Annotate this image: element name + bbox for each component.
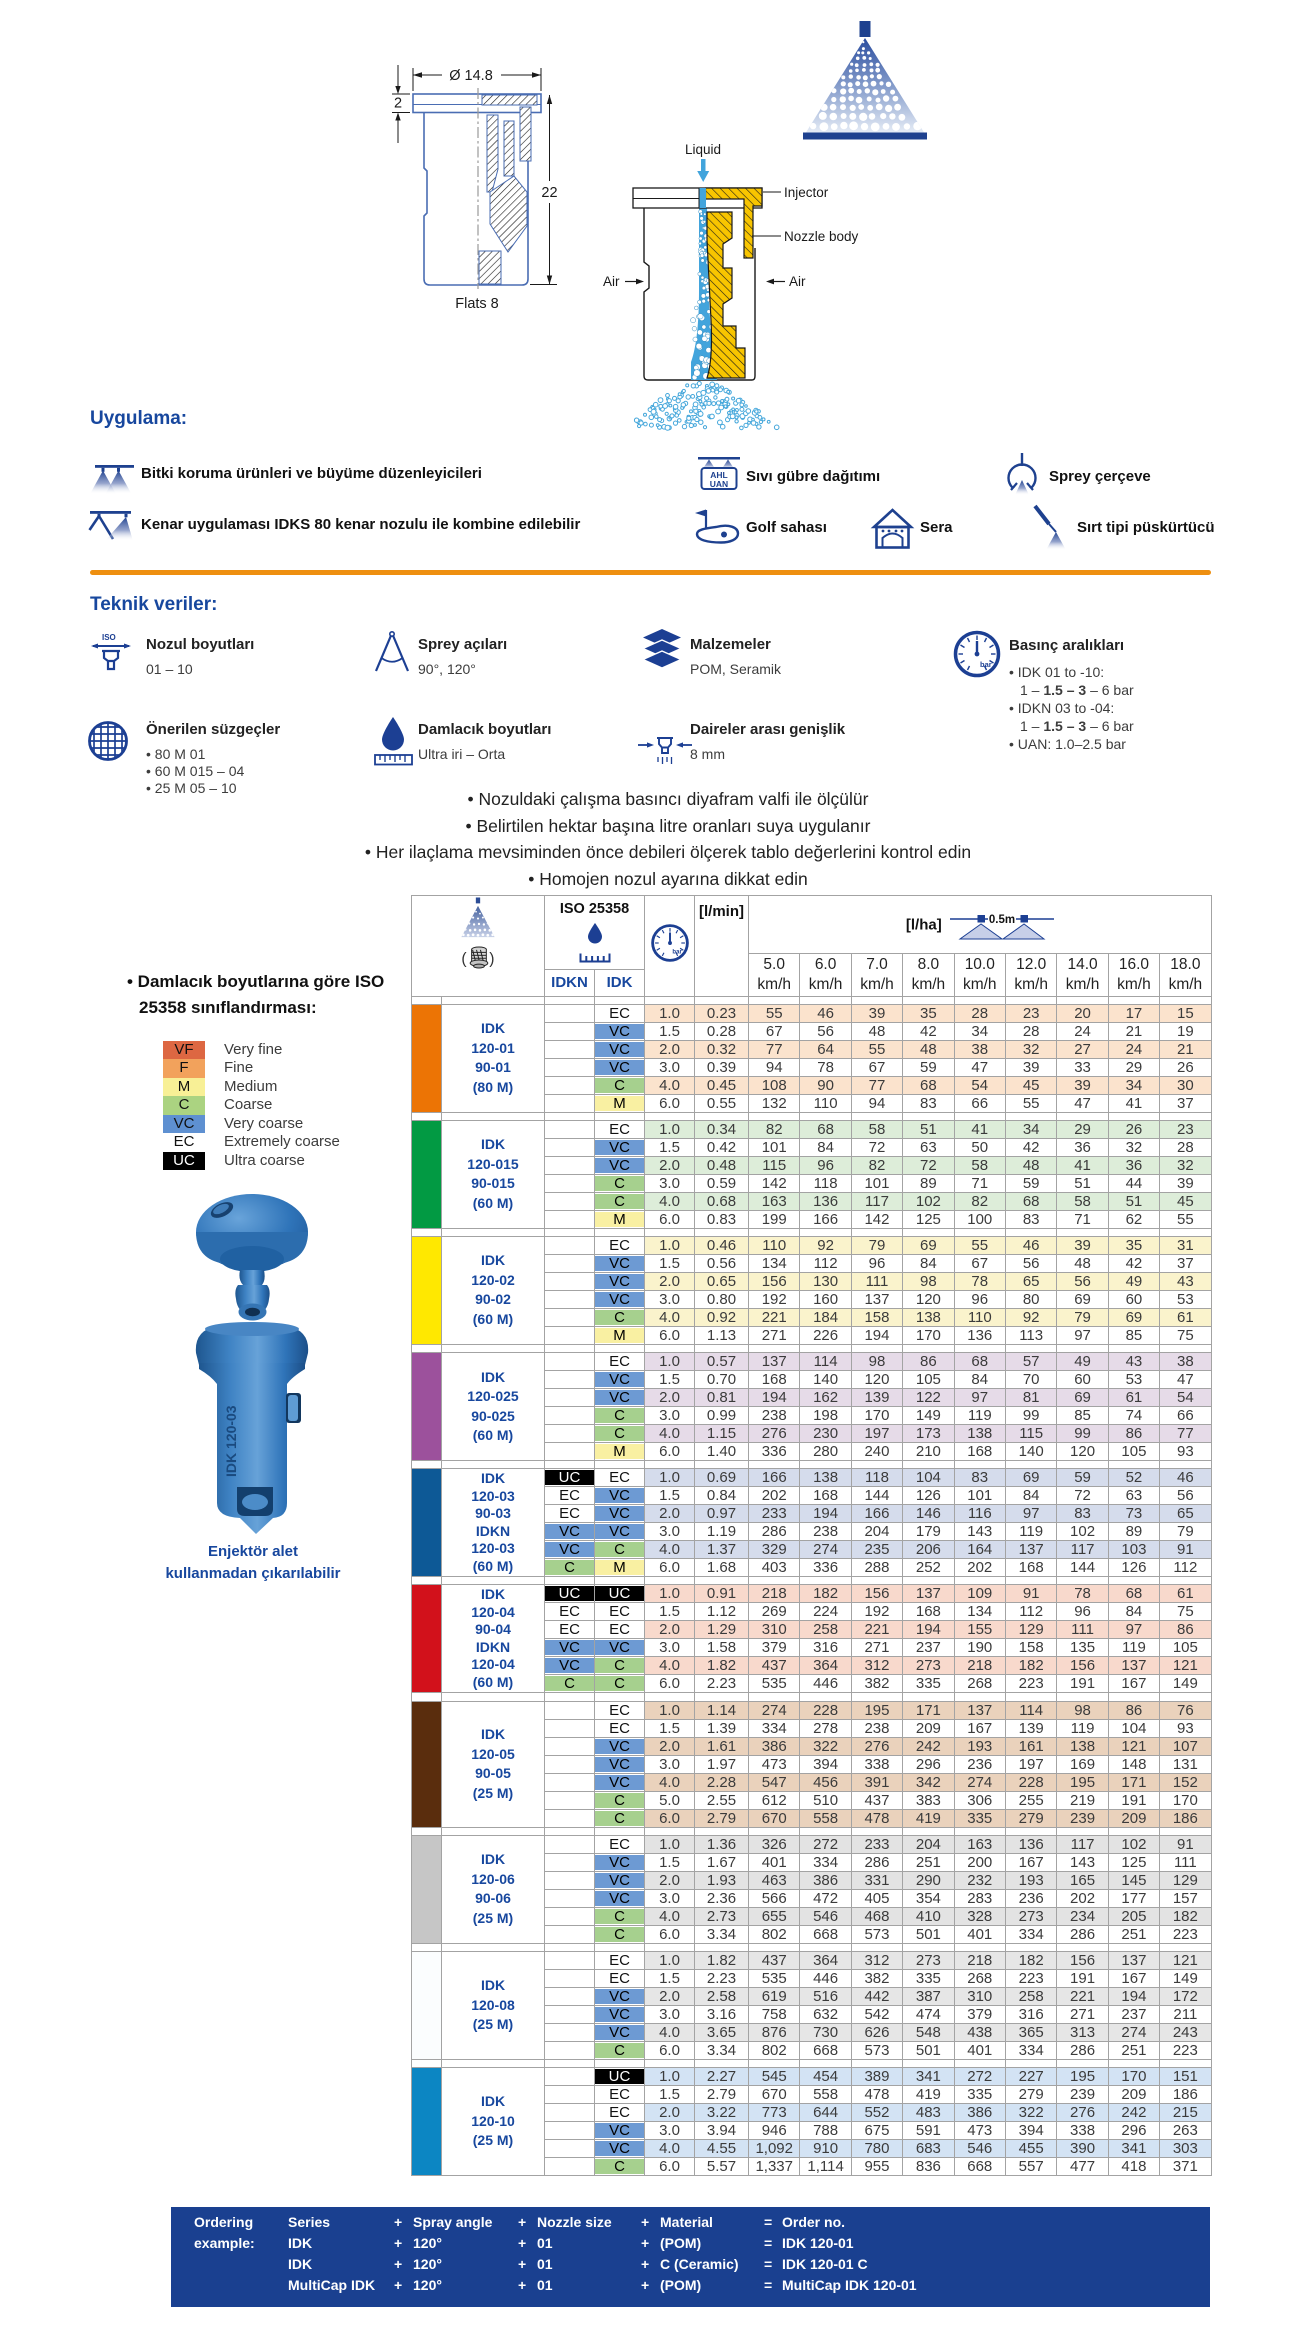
svg-text:): )	[489, 950, 494, 967]
svg-text:Nozzle body: Nozzle body	[784, 229, 859, 244]
svg-text:Flats 8: Flats 8	[455, 296, 499, 312]
svg-text:(: (	[461, 950, 467, 967]
svg-text:Injector: Injector	[784, 185, 829, 200]
svg-text:0.5m: 0.5m	[989, 914, 1015, 926]
svg-text:bar: bar	[672, 950, 682, 956]
svg-text:ISO: ISO	[102, 633, 116, 642]
svg-text:bar: bar	[980, 660, 992, 669]
svg-text:UAN: UAN	[710, 479, 728, 489]
svg-text:Ø 14.8: Ø 14.8	[449, 68, 493, 84]
svg-text:2: 2	[394, 96, 402, 112]
svg-text:Air: Air	[603, 274, 620, 289]
svg-text:IDK 120-03: IDK 120-03	[223, 1405, 239, 1477]
svg-text:AHL: AHL	[710, 470, 727, 480]
svg-text:Liquid: Liquid	[685, 142, 721, 157]
svg-text:22: 22	[541, 185, 557, 201]
svg-text:Air: Air	[789, 274, 806, 289]
